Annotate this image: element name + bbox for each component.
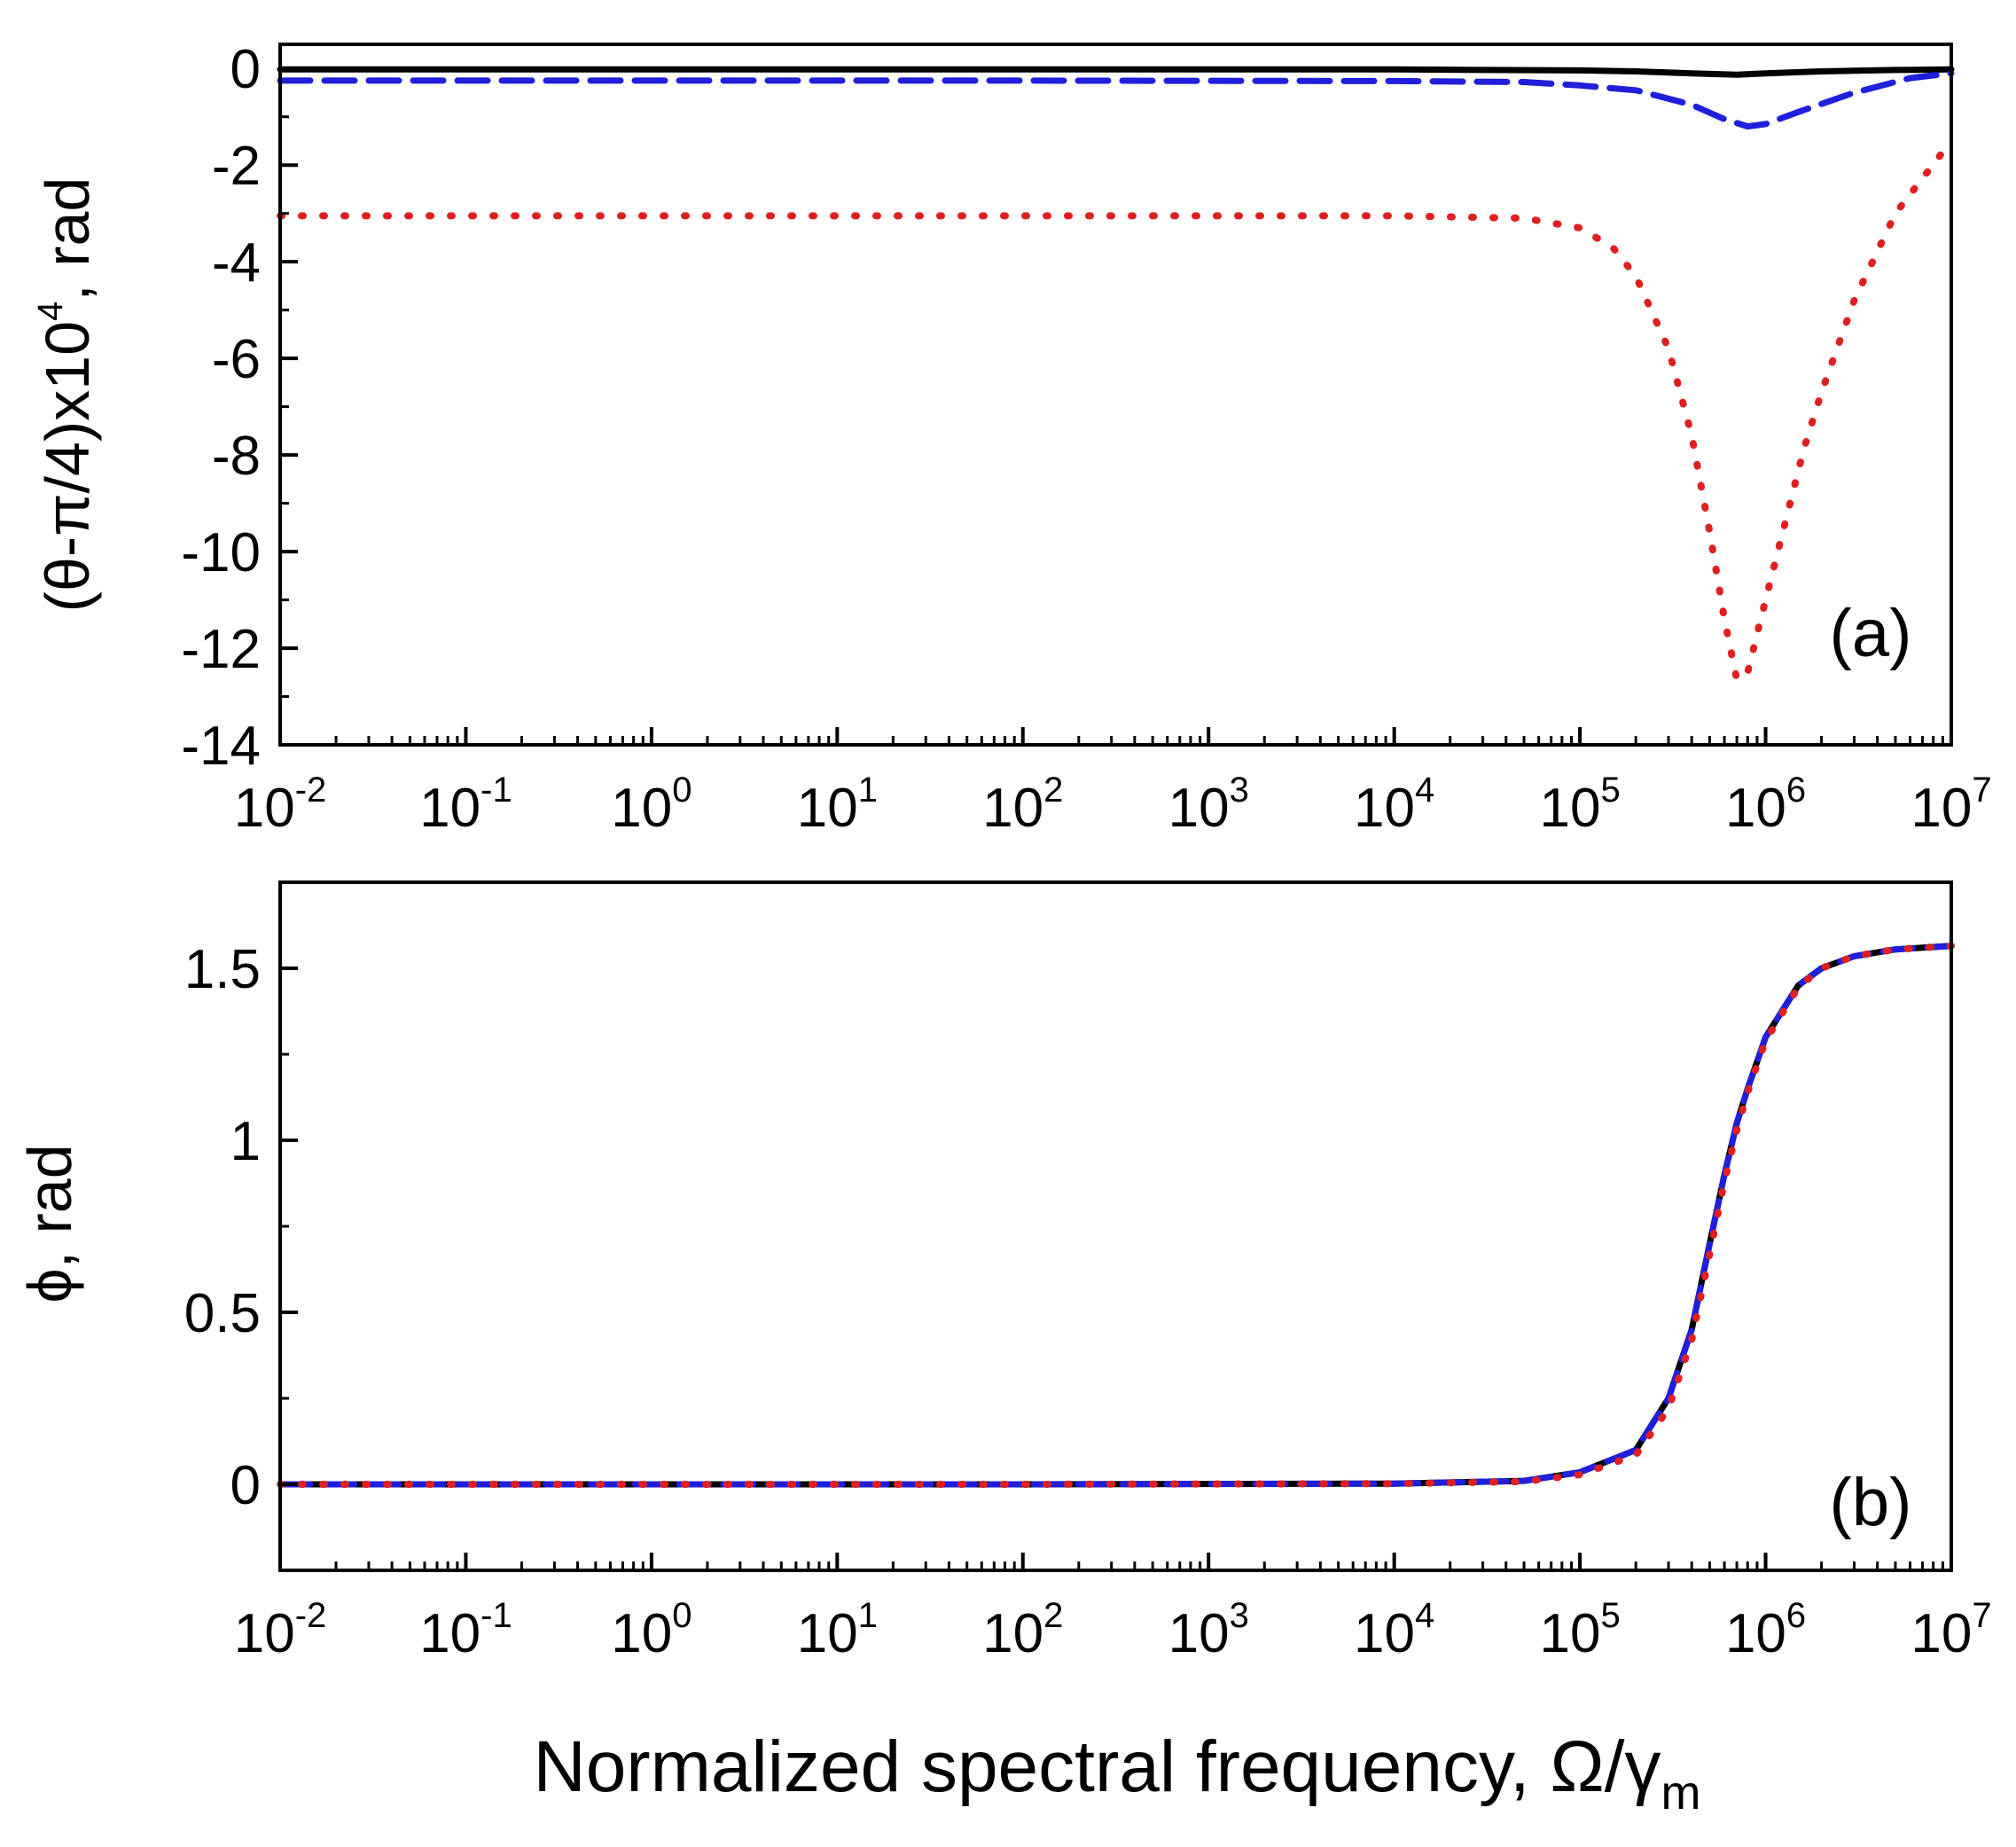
x-tick-label: 105: [1540, 771, 1621, 839]
panel-b-tag: (b): [1830, 1465, 1912, 1540]
x-tick-label: 102: [982, 771, 1063, 839]
x-tick-label: 104: [1354, 1596, 1434, 1664]
panel-a-y-axis-label: (θ-π/4)x104, rad: [31, 177, 102, 613]
y-tick-label: 0: [231, 39, 261, 100]
x-tick-label: 107: [1911, 771, 1991, 839]
panel-b-plot-frame: [278, 880, 1953, 1572]
panel-b: 10-2 10-1 100 101 102 103 104 105 106 107 0 0.5 1 1.5…: [15, 880, 1992, 1820]
y-tick-label: -6: [212, 329, 261, 390]
x-tick-label: 104: [1354, 771, 1434, 839]
x-tick-label: 10-1: [419, 771, 512, 839]
panel-a-tag: (a): [1830, 596, 1912, 671]
panel-b-y-axis-label: ϕ, rad: [15, 1144, 84, 1303]
x-tick-label: 100: [611, 771, 692, 839]
panel-b-tick-labels: 10-2 10-1 100 101 102 103 104 105 106 107 0 0.5 1 1.5: [184, 939, 1992, 1664]
x-tick-label: 100: [611, 1596, 692, 1664]
series-line-dashed: [277, 70, 1955, 130]
panel-a-series: [277, 66, 1955, 684]
panel-b-ticks: [278, 880, 1953, 1572]
series-line-solid: [277, 943, 1955, 1488]
x-tick-label: 105: [1540, 1596, 1621, 1664]
x-tick-label: 103: [1168, 1596, 1249, 1664]
x-tick-label: 10-2: [234, 1596, 327, 1664]
x-axis-title: Normalized spectral frequency, Ω/γm: [533, 1726, 1700, 1820]
y-tick-label: 0.5: [184, 1283, 261, 1344]
series-line-dotted: [277, 942, 1955, 1488]
panel-b-series: [277, 942, 1955, 1488]
x-tick-label: 106: [1725, 771, 1806, 839]
series-line-dotted: [277, 137, 1955, 684]
y-tick-label: -2: [212, 136, 261, 197]
x-tick-label: 102: [982, 1596, 1063, 1664]
y-tick-label: -12: [181, 619, 261, 680]
panel-a-ticks: [278, 67, 1953, 747]
panel-a: 10-2 10-1 100 101 102 103 104 105 106 107 0 -2 -4 -6 -…: [31, 39, 1992, 839]
y-tick-label: 1: [231, 1111, 261, 1172]
x-tick-label: 10-1: [419, 1596, 512, 1664]
x-tick-label: 101: [797, 771, 878, 839]
x-tick-label: 10-2: [234, 771, 327, 839]
y-tick-label: -14: [181, 716, 261, 777]
y-tick-label: -10: [181, 522, 261, 583]
y-tick-label: -8: [212, 426, 261, 487]
x-tick-label: 103: [1168, 771, 1249, 839]
y-tick-label: 1.5: [184, 939, 261, 1000]
series-line-solid: [277, 66, 1955, 78]
panel-a-plot-frame: [278, 43, 1953, 747]
panel-a-tick-labels: 10-2 10-1 100 101 102 103 104 105 106 107 0 -2 -4 -6 -…: [181, 39, 1991, 839]
series-line-dashed: [277, 943, 1955, 1488]
y-tick-label: -4: [212, 232, 261, 293]
y-tick-label: 0: [231, 1455, 261, 1516]
x-tick-label: 106: [1725, 1596, 1806, 1664]
x-tick-label: 107: [1911, 1596, 1991, 1664]
x-tick-label: 101: [797, 1596, 878, 1664]
